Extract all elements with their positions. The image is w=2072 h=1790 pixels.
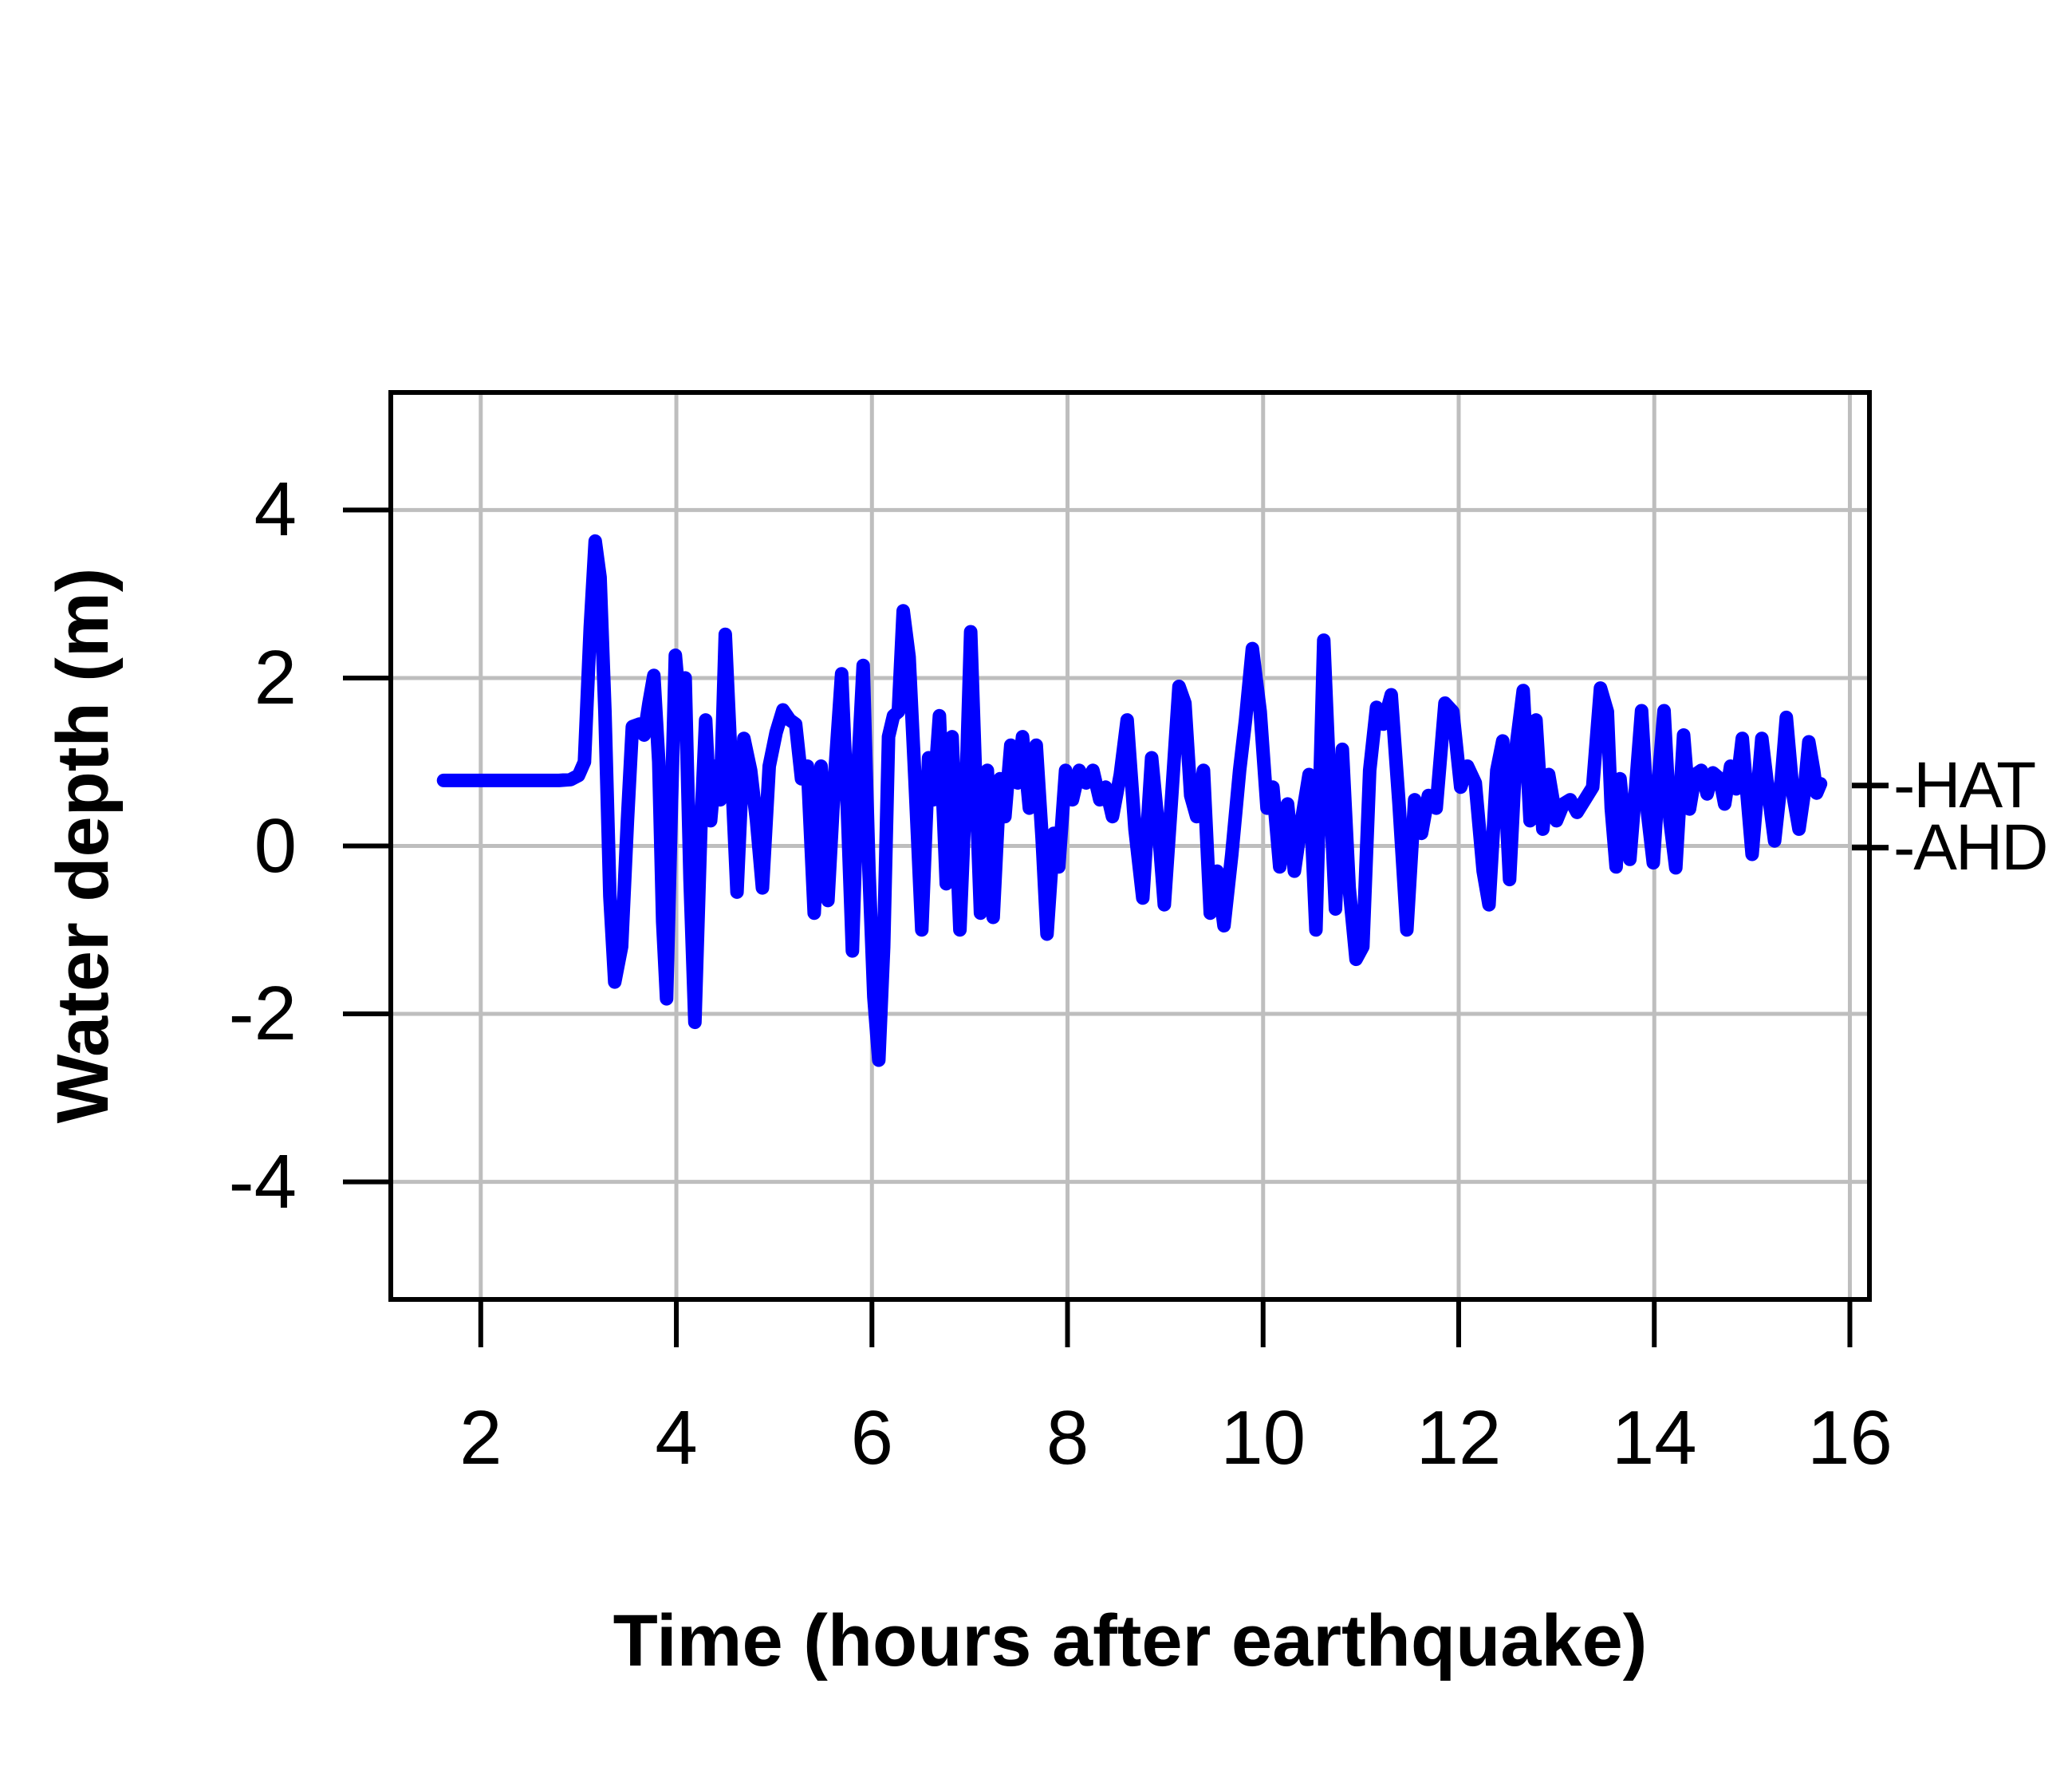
annotation-label-ahd: -AHD	[1893, 810, 2048, 884]
x-tick-label: 2	[459, 1395, 502, 1480]
x-tick-label: 16	[1807, 1395, 1893, 1480]
tick-marks	[343, 507, 1889, 1347]
x-tick-label: 10	[1220, 1395, 1306, 1480]
series-line-water-depth	[436, 534, 1828, 1067]
y-tick-label: 0	[254, 802, 297, 889]
x-tick-label: 4	[655, 1395, 698, 1480]
y-tick-label: -2	[228, 971, 297, 1057]
x-tick-label: 12	[1416, 1395, 1502, 1480]
annotation-label-hat: -HAT	[1893, 748, 2036, 822]
x-tick-label: 8	[1046, 1395, 1089, 1480]
gridlines	[391, 392, 1869, 1299]
y-tick-label: -4	[228, 1138, 297, 1224]
x-axis-title: Time (hours after earthquake)	[613, 1600, 1648, 1682]
data-series	[436, 534, 1828, 1067]
y-tick-label: 4	[254, 467, 297, 553]
x-tick-label: 6	[850, 1395, 893, 1480]
y-tick-label: 2	[254, 634, 297, 720]
y-axis-title: Water depth (m)	[42, 567, 124, 1124]
x-tick-label: 14	[1611, 1395, 1697, 1480]
